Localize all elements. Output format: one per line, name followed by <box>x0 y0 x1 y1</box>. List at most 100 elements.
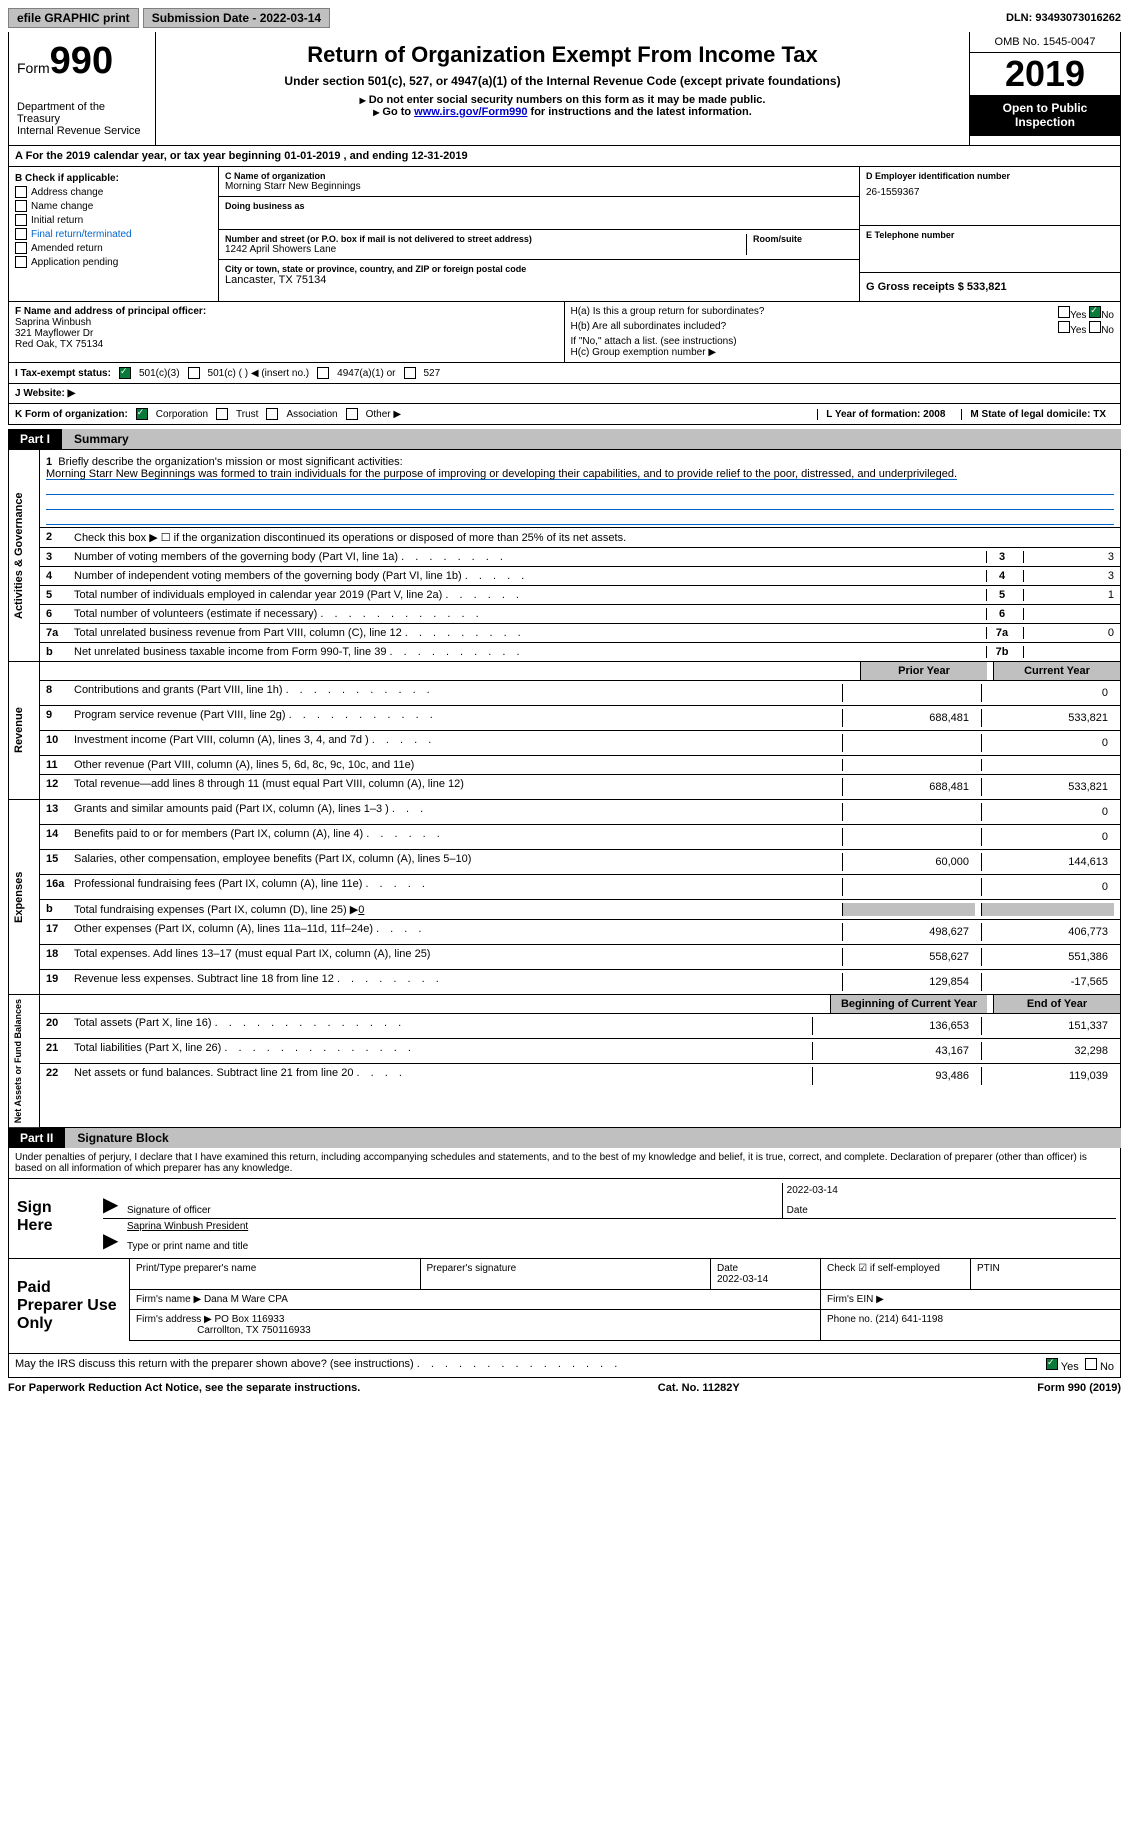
governance-section: Activities & Governance 1 Briefly descri… <box>8 449 1121 662</box>
cy21: 32,298 <box>981 1042 1114 1060</box>
cat-no: Cat. No. 11282Y <box>658 1382 740 1394</box>
cy18: 551,386 <box>981 948 1114 966</box>
cy10: 0 <box>981 734 1114 752</box>
opt-app-pending: Application pending <box>31 257 118 268</box>
ein-value: 26-1559367 <box>866 187 1114 198</box>
penalty-text: Under penalties of perjury, I declare th… <box>9 1148 1120 1178</box>
line7a-val: 0 <box>1023 627 1114 639</box>
open-to-public: Open to Public Inspection <box>970 95 1120 136</box>
cy11 <box>981 759 1114 771</box>
check-527[interactable] <box>404 367 416 379</box>
check-other[interactable] <box>346 408 358 420</box>
opt-final-return: Final return/terminated <box>31 229 132 240</box>
ha-yes[interactable] <box>1058 306 1070 318</box>
py8 <box>842 684 975 702</box>
line7a-desc: Total unrelated business revenue from Pa… <box>74 627 980 639</box>
officer-label: F Name and address of principal officer: <box>15 306 558 317</box>
sign-here-label: Sign Here <box>9 1179 99 1258</box>
checkbox-final-return[interactable] <box>15 228 27 240</box>
submission-date-button[interactable]: Submission Date - 2022-03-14 <box>143 8 330 28</box>
checkbox-app-pending[interactable] <box>15 256 27 268</box>
discuss-text: May the IRS discuss this return with the… <box>15 1358 414 1370</box>
checkbox-address-change[interactable] <box>15 186 27 198</box>
firm-ein-label: Firm's EIN ▶ <box>820 1290 1120 1310</box>
instr-goto-pre: Go to <box>382 106 414 118</box>
py16b <box>842 903 975 916</box>
hb-label: H(b) Are all subordinates included? <box>571 321 727 336</box>
cy12: 533,821 <box>981 778 1114 796</box>
firm-phone: Phone no. (214) 641-1198 <box>820 1310 1120 1341</box>
check-trust[interactable] <box>216 408 228 420</box>
check-4947[interactable] <box>317 367 329 379</box>
py13 <box>842 803 975 821</box>
form990-link[interactable]: www.irs.gov/Form990 <box>414 106 527 118</box>
gross-receipts: G Gross receipts $ 533,821 <box>866 281 1007 293</box>
checkbox-initial-return[interactable] <box>15 214 27 226</box>
check-501c3[interactable] <box>119 367 131 379</box>
typed-name-label: Type or print name and title <box>127 1241 1112 1252</box>
website-row: J Website: ▶ <box>9 383 1120 403</box>
hb-no[interactable] <box>1089 321 1101 333</box>
hb-yes[interactable] <box>1058 321 1070 333</box>
opt-amended: Amended return <box>31 243 103 254</box>
ha-no[interactable] <box>1089 306 1101 318</box>
prep-sig-label: Preparer's signature <box>420 1259 711 1290</box>
part1-header: Part I Summary <box>8 429 1121 449</box>
instr-goto-post: for instructions and the latest informat… <box>527 106 751 118</box>
py12: 688,481 <box>842 778 975 796</box>
tax-exempt-label: I Tax-exempt status: <box>15 368 111 379</box>
check-assoc[interactable] <box>266 408 278 420</box>
section-a-label: A <box>15 150 23 162</box>
line3-val: 3 <box>1023 551 1114 563</box>
city-label: City or town, state or province, country… <box>225 264 853 274</box>
end-year-header: End of Year <box>993 995 1120 1013</box>
governance-label: Activities & Governance <box>9 450 40 661</box>
line1-label: Briefly describe the organization's miss… <box>58 456 402 468</box>
cy13: 0 <box>981 803 1114 821</box>
k-label: K Form of organization: <box>15 409 128 420</box>
section-c: C Name of organization Morning Starr New… <box>219 167 860 301</box>
py22: 93,486 <box>812 1067 975 1085</box>
check-501c[interactable] <box>188 367 200 379</box>
part1-tab: Part I <box>8 429 62 449</box>
discuss-yes[interactable] <box>1046 1358 1058 1370</box>
officer-name: Saprina Winbush <box>15 317 558 328</box>
efile-print-button[interactable]: efile GRAPHIC print <box>8 8 139 28</box>
paperwork-notice: For Paperwork Reduction Act Notice, see … <box>8 1382 360 1394</box>
checkbox-name-change[interactable] <box>15 200 27 212</box>
addr-label: Number and street (or P.O. box if mail i… <box>225 234 746 244</box>
py9: 688,481 <box>842 709 975 727</box>
line5-val: 1 <box>1023 589 1114 601</box>
subtitle: Under section 501(c), 527, or 4947(a)(1)… <box>176 74 949 88</box>
mission-text: Morning Starr New Beginnings was formed … <box>46 468 957 480</box>
prior-year-header: Prior Year <box>860 662 987 680</box>
cy16a: 0 <box>981 878 1114 896</box>
check-corp[interactable] <box>136 408 148 420</box>
checkbox-amended[interactable] <box>15 242 27 254</box>
cy20: 151,337 <box>981 1017 1114 1035</box>
firm-addr2: Carrollton, TX 750116933 <box>197 1325 311 1336</box>
netassets-section: Net Assets or Fund Balances Beginning of… <box>8 995 1121 1128</box>
py11 <box>842 759 975 771</box>
cy9: 533,821 <box>981 709 1114 727</box>
cy14: 0 <box>981 828 1114 846</box>
cy17: 406,773 <box>981 923 1114 941</box>
cy19: -17,565 <box>981 973 1114 991</box>
officer-addr1: 321 Mayflower Dr <box>15 328 558 339</box>
cy22: 119,039 <box>981 1067 1114 1085</box>
main-title: Return of Organization Exempt From Incom… <box>176 42 949 68</box>
form-number: 990 <box>50 40 113 82</box>
line4-desc: Number of independent voting members of … <box>74 570 980 582</box>
room-label: Room/suite <box>753 234 853 244</box>
section-b: B Check if applicable: Address change Na… <box>9 167 219 301</box>
paid-preparer-label: Paid Preparer Use Only <box>9 1259 129 1353</box>
netassets-label: Net Assets or Fund Balances <box>9 995 40 1127</box>
opt-name-change: Name change <box>31 201 93 212</box>
discuss-no[interactable] <box>1085 1358 1097 1370</box>
sig-date-val: 2022-03-14 <box>787 1185 1112 1205</box>
prep-name-label: Print/Type preparer's name <box>129 1259 420 1290</box>
section-b-label: B Check if applicable: <box>15 173 212 184</box>
expenses-section: Expenses 13Grants and similar amounts pa… <box>8 800 1121 995</box>
ha-label: H(a) Is this a group return for subordin… <box>571 306 765 321</box>
line4-val: 3 <box>1023 570 1114 582</box>
